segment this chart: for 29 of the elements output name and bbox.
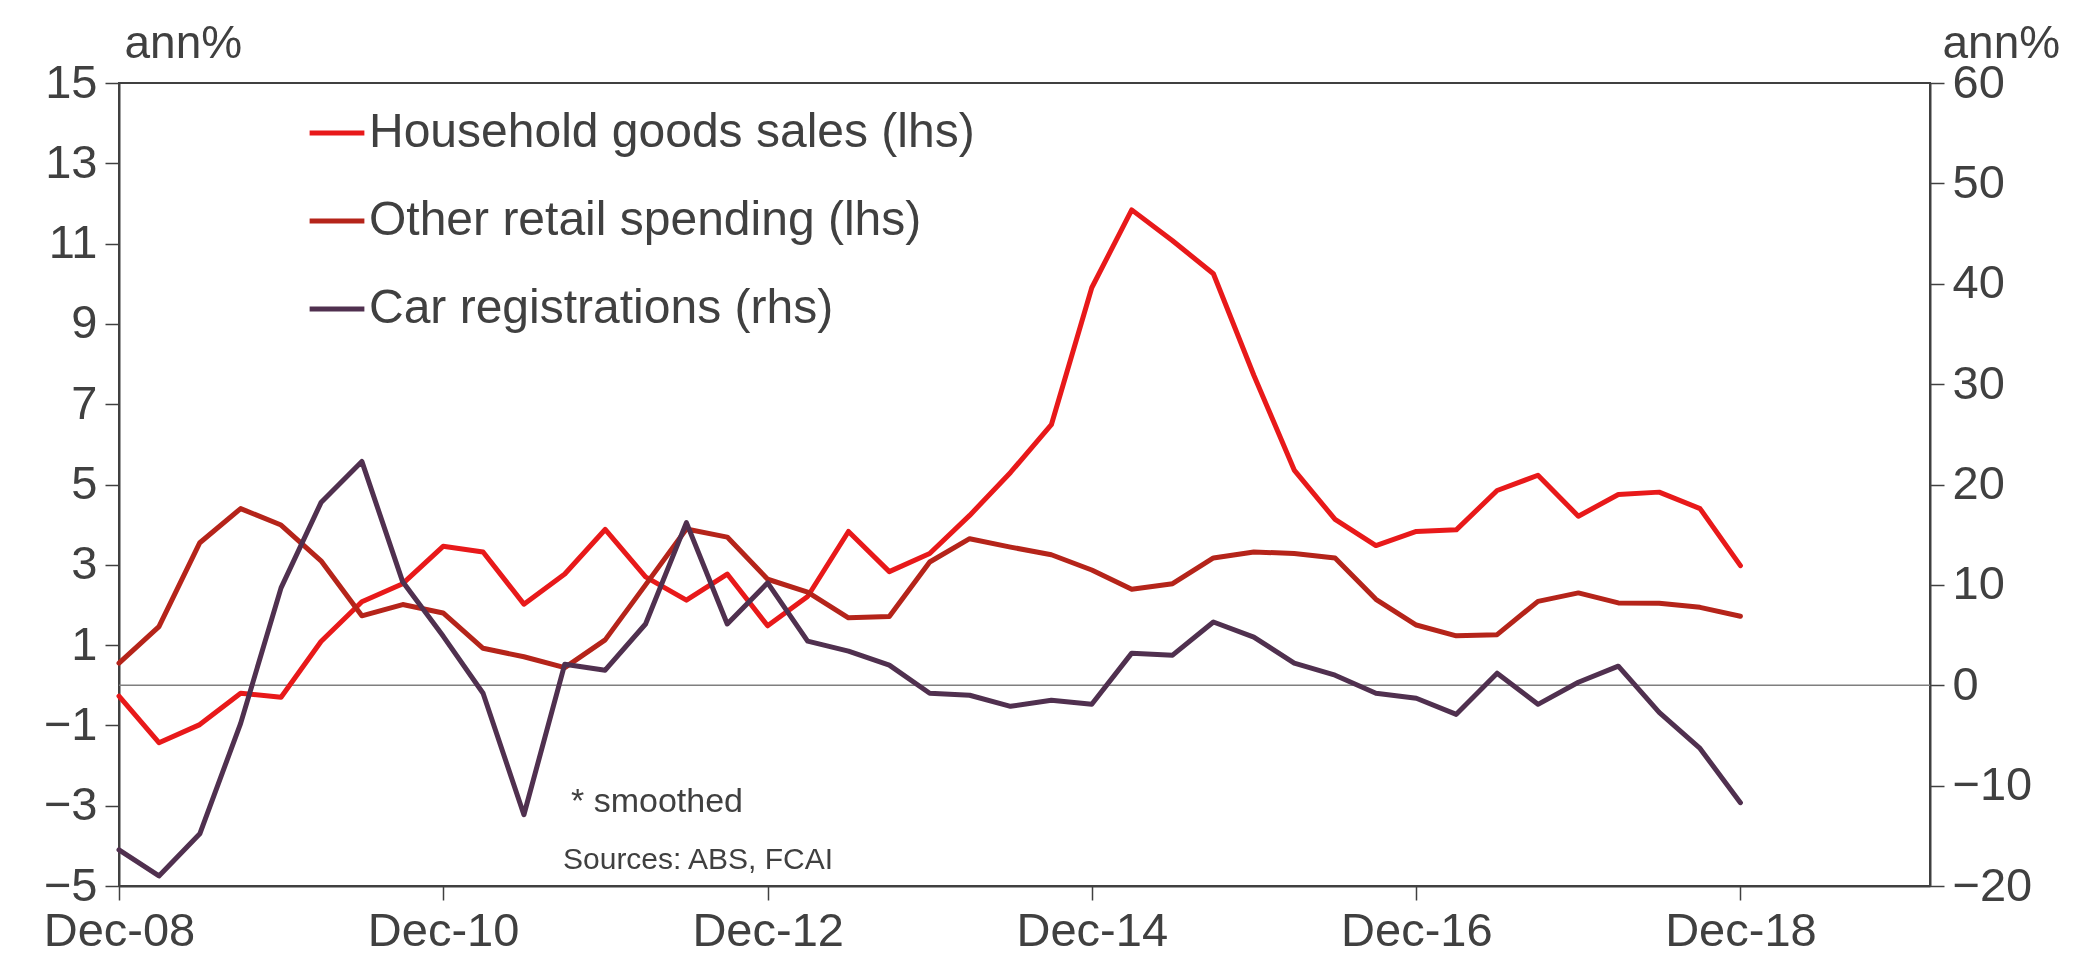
y-axis-title: ann% — [124, 15, 243, 68]
y-tick-label: −3 — [43, 777, 98, 831]
y2-tick-label: 0 — [1952, 656, 1979, 710]
y2-tick-label: −20 — [1952, 857, 2033, 911]
y-tick-label: 9 — [71, 295, 98, 349]
y-tick-label: −1 — [43, 696, 98, 750]
y-tick-label: 5 — [71, 456, 98, 509]
y-tick-label: 11 — [48, 215, 98, 269]
y2-tick-label: 10 — [1952, 556, 2005, 610]
y2-tick-label: −10 — [1952, 757, 2033, 811]
legend-label: Household goods sales (lhs) — [369, 104, 975, 157]
y-tick-label: 1 — [71, 616, 98, 670]
y2-tick-label: 50 — [1952, 154, 2005, 208]
x-tick-label: Dec-12 — [692, 902, 844, 956]
y2-tick-label: 20 — [1952, 456, 2005, 509]
y2-tick-label: 30 — [1952, 355, 2005, 409]
legend-label: Car registrations (rhs) — [369, 280, 834, 333]
x-tick-label: Dec-10 — [367, 902, 520, 956]
y-tick-label: 3 — [71, 536, 98, 590]
y-tick-label: 15 — [45, 54, 98, 108]
legend-label: Other retail spending (lhs) — [369, 192, 922, 245]
annotation: Sources: ABS, FCAI — [563, 842, 834, 875]
annotation: * smoothed — [571, 781, 743, 819]
y2-tick-label: 40 — [1952, 255, 2005, 309]
x-tick-label: Dec-14 — [1016, 902, 1169, 956]
x-tick-label: Dec-16 — [1341, 902, 1493, 956]
y-tick-label: 13 — [45, 134, 98, 188]
y-tick-label: 7 — [71, 375, 98, 429]
x-tick-label: Dec-18 — [1665, 902, 1817, 956]
